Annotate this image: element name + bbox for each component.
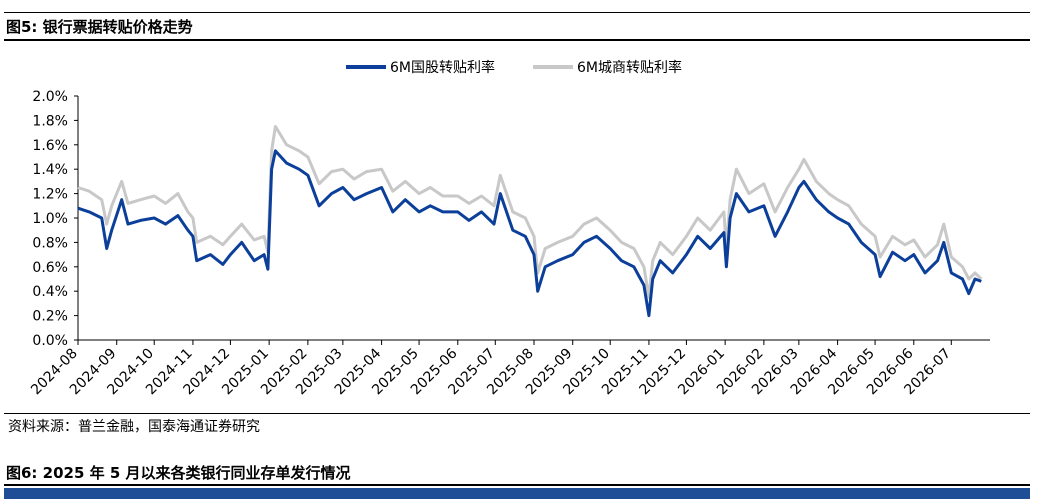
source-note: 资料来源：普兰金融，国泰海通证券研究 [8,419,260,435]
chart-legend: 6M国股转贴利率 6M城商转贴利率 [346,59,682,76]
table-header-strip [4,488,1030,499]
y-tick-label: 2.0% [32,89,68,105]
x-tick-labels: 2024-082024-092024-102024-112024-122025-… [28,340,954,398]
y-tick-label: 1.6% [32,138,68,154]
y-tick-label: 1.4% [32,162,68,178]
next-figure-title: 图6: 2025 年 5 月以来各类银行同业存单发行情况 [6,464,351,482]
page-header-strip [0,0,1038,12]
y-tick-label: 1.0% [32,211,68,227]
y-tick-label: 0.0% [32,333,68,349]
source-divider [4,413,1030,414]
y-tick-label: 0.4% [32,284,68,300]
series-line-2 [77,125,983,299]
y-tick-label: 0.6% [32,260,68,276]
line-chart: 6M国股转贴利率 6M城商转贴利率 0.0% 0.2% 0.4% 0.6% 0.8% 1.… [28,59,990,398]
y-tick-label: 0.2% [32,309,68,325]
figure-title-divider [4,39,1030,41]
y-tick-label: 0.8% [32,235,68,251]
top-divider [4,12,1030,13]
legend-label-series-1: 6M国股转贴利率 [390,59,495,76]
series-line-1 [77,149,982,318]
y-tick-label: 1.8% [32,113,68,129]
y-tick-labels: 0.0% 0.2% 0.4% 0.6% 0.8% 1.0% 1.2% 1.4% 1.6% 1.8%… [32,89,78,349]
x-axis: 2024-082024-092024-102024-112024-122025-… [28,339,990,398]
next-figure-divider [4,484,1030,486]
legend-label-series-2: 6M城商转贴利率 [577,59,682,76]
y-tick-label: 1.2% [32,187,68,203]
figure-title: 图5: 银行票据转贴价格走势 [6,18,193,36]
plot-area [77,125,983,318]
y-axis: 0.0% 0.2% 0.4% 0.6% 0.8% 1.0% 1.2% 1.4% 1.6% 1.8%… [32,89,79,349]
